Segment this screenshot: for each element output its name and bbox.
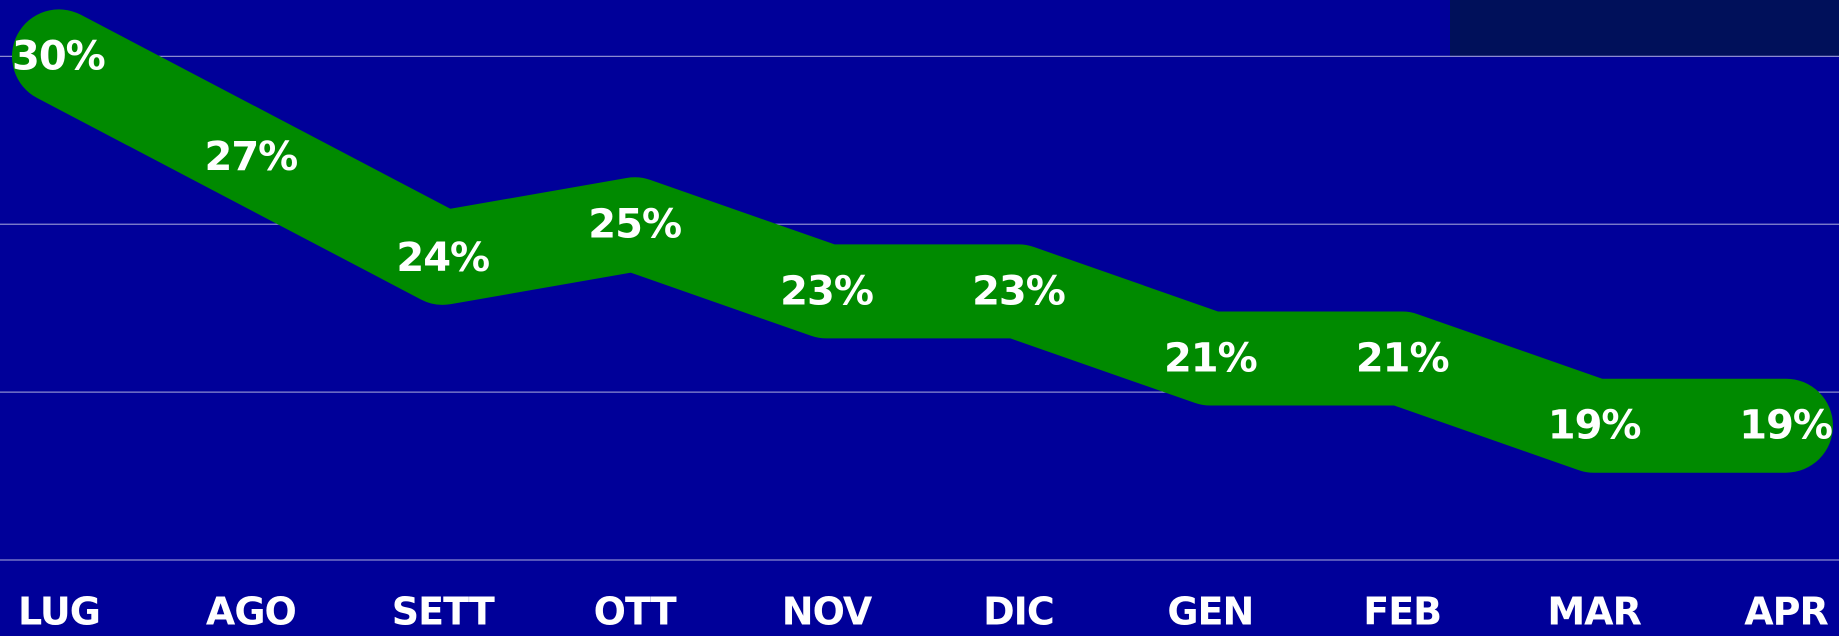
value-label: 30% — [12, 33, 105, 79]
x-tick-label: GEN — [1167, 590, 1253, 634]
x-tick-label: LUG — [18, 590, 100, 634]
value-label: 23% — [972, 268, 1065, 314]
data-line — [12, 9, 1833, 473]
x-tick-label: AGO — [206, 590, 296, 634]
x-tick-label: SETT — [392, 590, 495, 634]
x-tick-label: NOV — [782, 590, 873, 634]
value-label: 21% — [1356, 336, 1449, 382]
value-label: 25% — [588, 201, 681, 247]
value-label: 19% — [1548, 403, 1641, 449]
x-tick-label: APR — [1744, 590, 1828, 634]
x-tick-label: DIC — [983, 590, 1054, 634]
overlay-panel — [1450, 0, 1839, 56]
x-tick-label: FEB — [1363, 590, 1441, 634]
x-tick-label: OTT — [594, 590, 677, 634]
value-label: 19% — [1739, 403, 1832, 449]
x-tick-label: MAR — [1547, 590, 1641, 634]
value-label: 24% — [396, 235, 489, 281]
value-label: 23% — [780, 268, 873, 314]
value-label: 27% — [205, 134, 298, 180]
value-label: 21% — [1164, 336, 1257, 382]
